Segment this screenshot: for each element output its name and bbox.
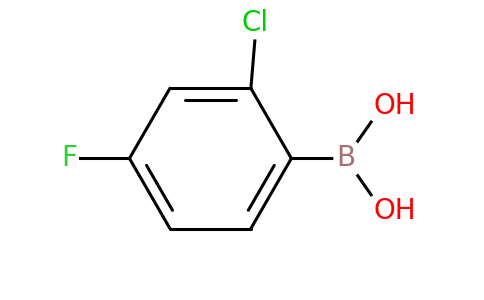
- Text: B: B: [336, 144, 355, 172]
- Text: F: F: [61, 144, 77, 172]
- Text: Cl: Cl: [241, 9, 269, 37]
- Text: OH: OH: [373, 197, 416, 225]
- Text: OH: OH: [373, 92, 416, 120]
